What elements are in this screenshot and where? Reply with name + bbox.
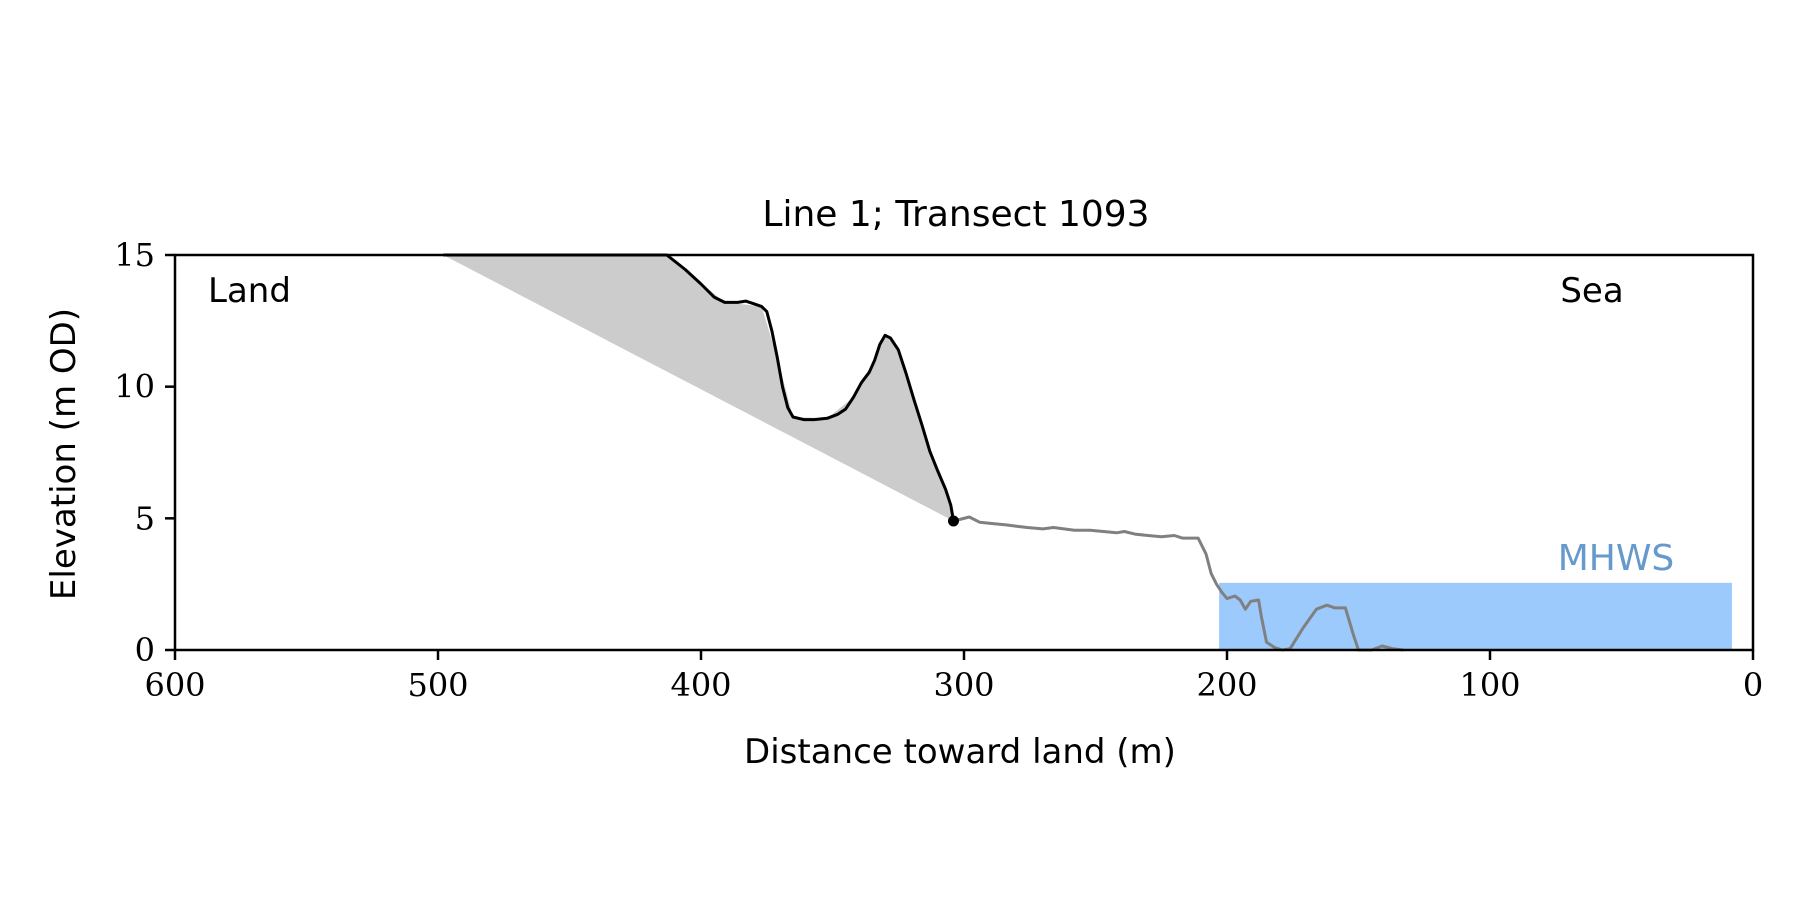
x-tick-label: 500	[407, 666, 468, 704]
x-tick-label: 200	[1196, 666, 1257, 704]
y-tick-label: 10	[114, 368, 155, 406]
y-axis-label: Elevation (m OD)	[44, 308, 84, 600]
y-tick-label: 0	[135, 631, 155, 669]
x-tick-label: 600	[144, 666, 205, 704]
shaded-area	[443, 255, 954, 521]
mhws-label: MHWS	[1558, 538, 1675, 579]
land-label: Land	[208, 271, 291, 311]
foreshore-profile-line	[953, 515, 1404, 652]
plot-area	[443, 253, 1732, 652]
x-axis-ticks: 600 500 400 300 200 100 0	[144, 650, 1763, 704]
cliff-toe-point	[947, 515, 959, 527]
x-tick-label: 300	[933, 666, 994, 704]
x-tick-label: 0	[1743, 666, 1763, 704]
y-axis-ticks: 0 5 10 15	[114, 236, 175, 669]
mhws-water-band	[1219, 582, 1732, 650]
x-axis-label: Distance toward land (m)	[744, 732, 1176, 772]
chart-title: Line 1; Transect 1093	[762, 194, 1149, 235]
cliff-profile-line	[443, 253, 955, 522]
x-tick-label: 100	[1459, 666, 1520, 704]
sea-label: Sea	[1560, 271, 1623, 311]
x-tick-label: 400	[670, 666, 731, 704]
y-tick-label: 15	[114, 236, 155, 274]
y-tick-label: 5	[135, 499, 155, 537]
